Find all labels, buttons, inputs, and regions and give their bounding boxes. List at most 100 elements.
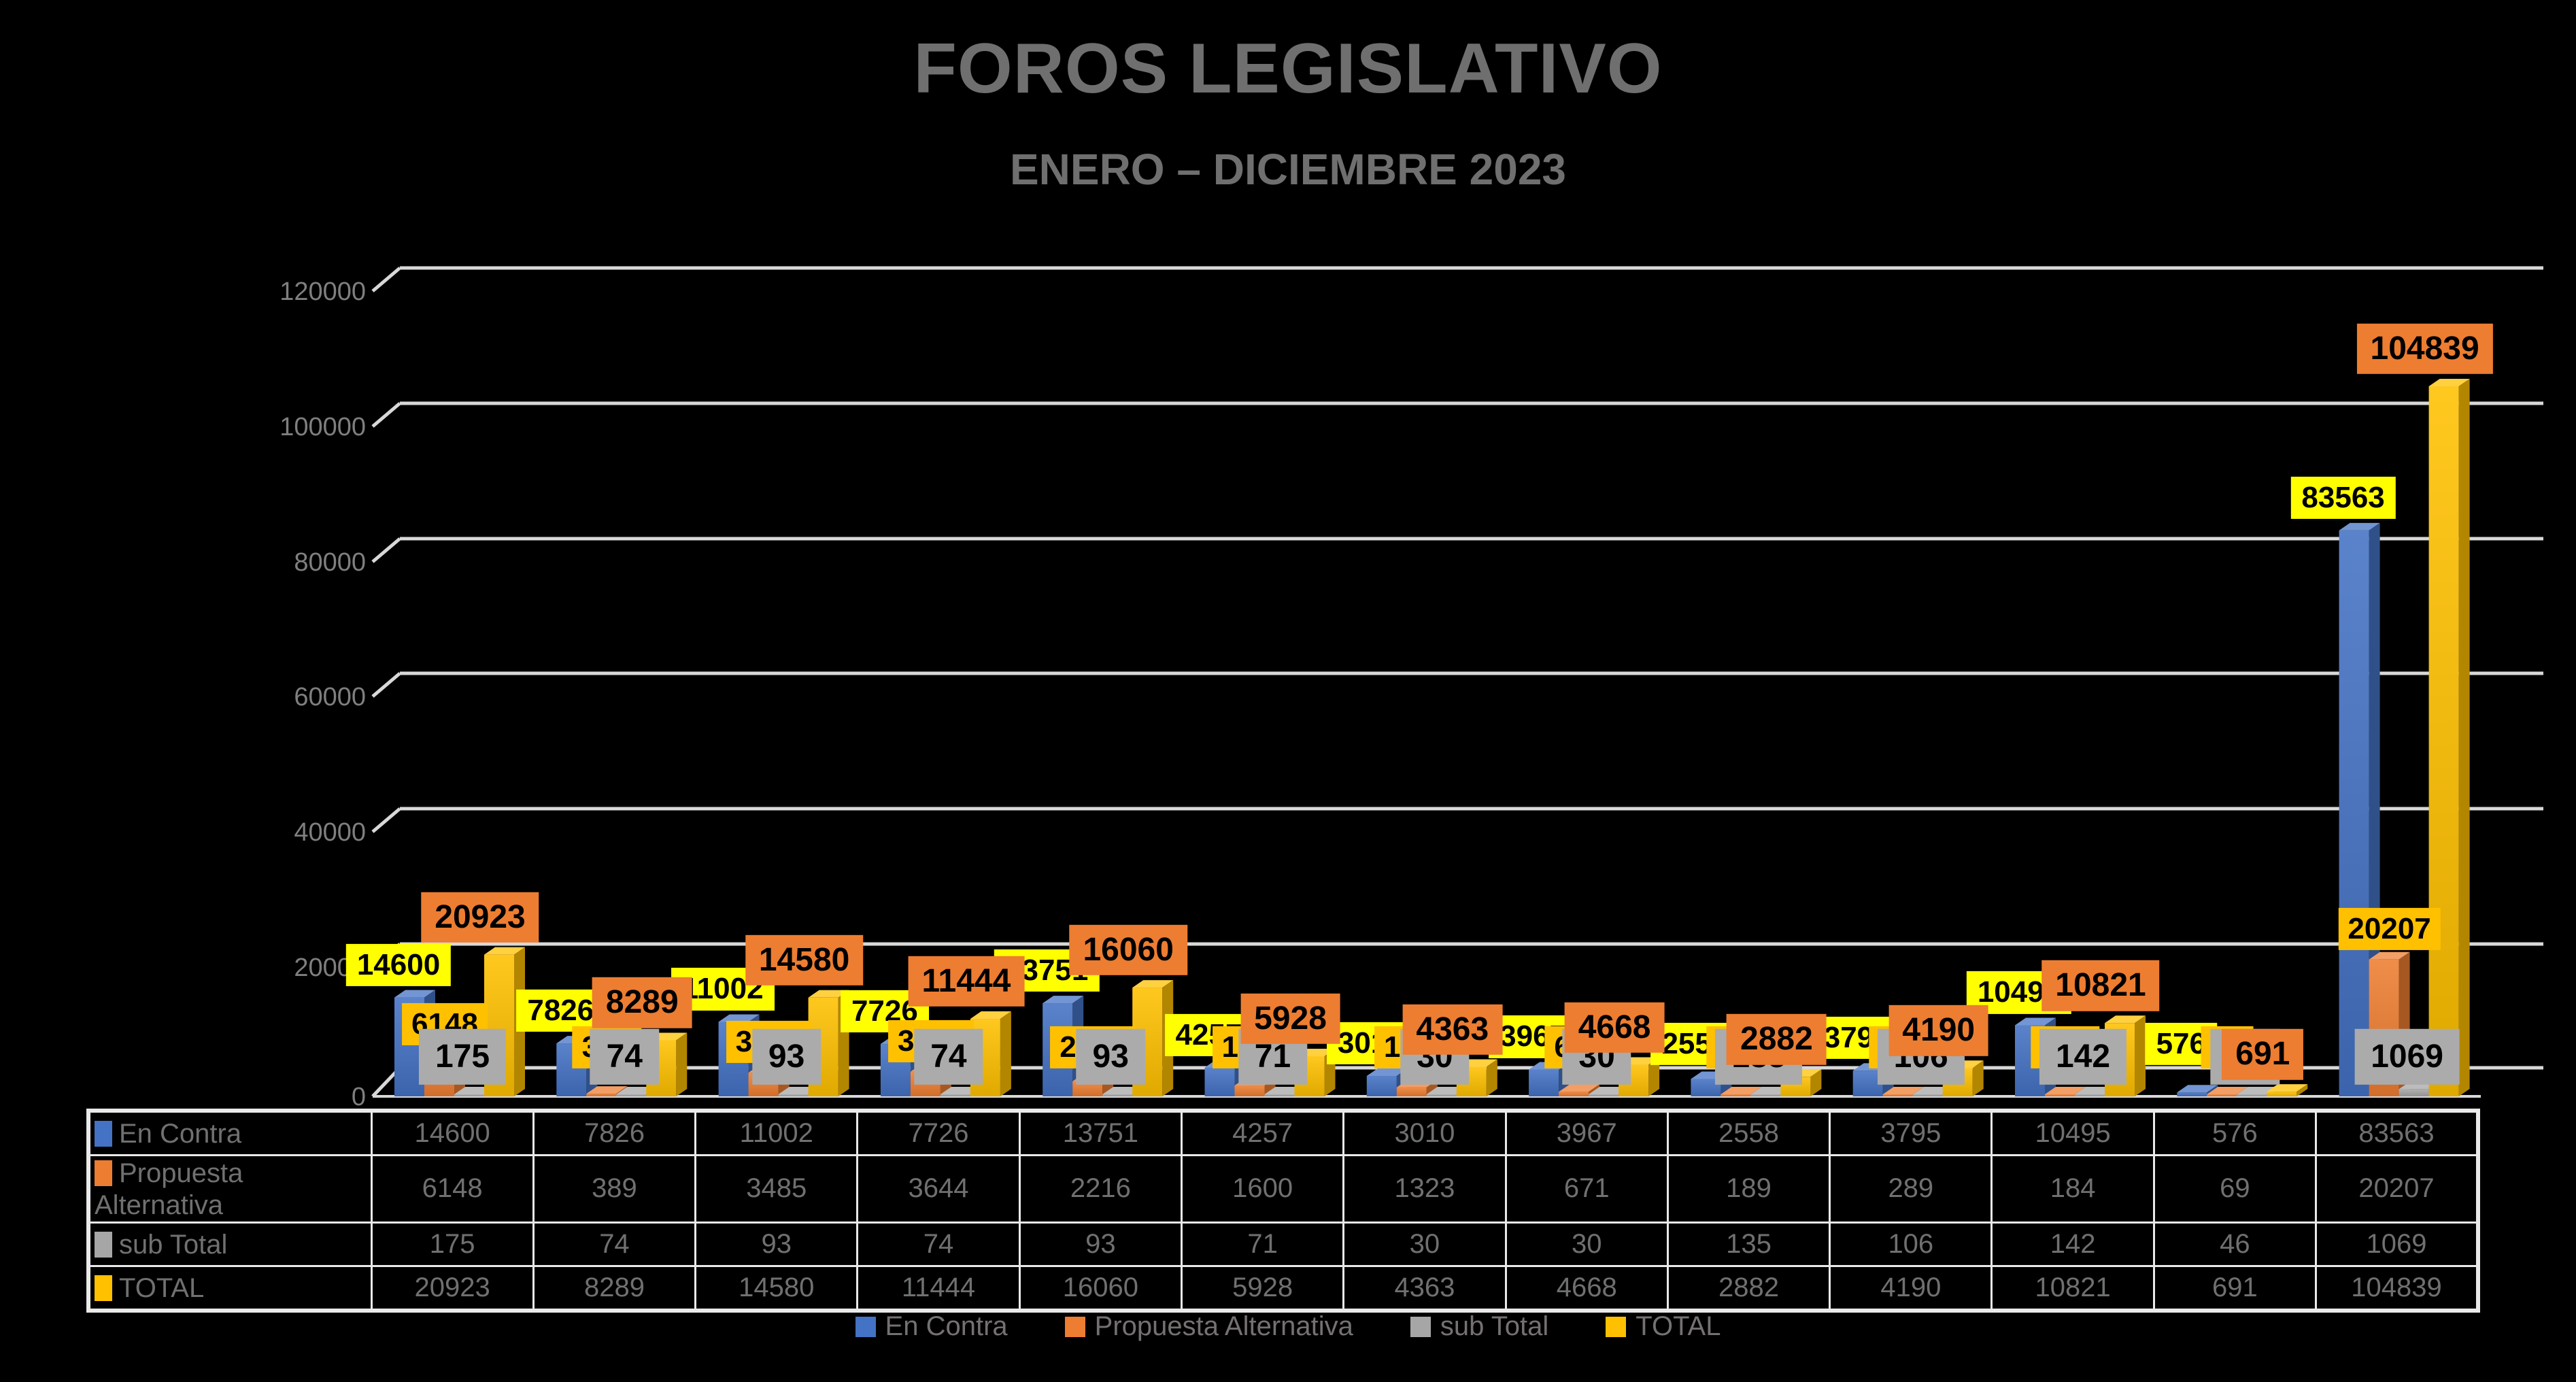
table-row-en-contra: En Contra 14600 7826 11002 7726 13751 4257 3010… (87, 1109, 2479, 1156)
table-series-name: En Contra (87, 1109, 373, 1156)
table-value-cell: 4257 (1180, 1109, 1345, 1156)
bar-total-10 (1942, 1060, 1984, 1096)
bar-group-9 (1691, 1069, 1822, 1096)
table-value-cell: 2882 (1666, 1264, 1831, 1312)
table-value-cell: 142 (1990, 1221, 2155, 1267)
table-value-cell: 1323 (1342, 1154, 1507, 1224)
bar-en-contra-2 (556, 1036, 598, 1096)
gridlines: 0 20000 40000 60000 80000 100000 120000 (279, 266, 2543, 1111)
table-value-cell: 46 (2152, 1221, 2318, 1267)
legend-label: Propuesta Alternativa (1094, 1311, 1353, 1341)
y-tick-label: 100000 (279, 413, 366, 441)
table-value-cell: 175 (370, 1221, 535, 1267)
legend-label: En Contra (885, 1311, 1008, 1341)
bar-propuesta-alternativa-1 (424, 1047, 465, 1096)
table-row-propuesta-alternativa: Propuesta Alternativa 6148 389 3485 3644 2216… (87, 1154, 2479, 1224)
bar-group-13 (2339, 378, 2470, 1096)
table-value-cell: 189 (1666, 1154, 1831, 1224)
table-value-cell: 4668 (1504, 1264, 1669, 1312)
bar-total-2 (646, 1032, 688, 1096)
table-value-cell: 2216 (1018, 1154, 1183, 1224)
table-value-cell: 389 (532, 1154, 697, 1224)
table-value-cell: 7826 (532, 1109, 697, 1156)
table-value-cell: 16060 (1018, 1264, 1183, 1312)
table-value-cell: 3644 (856, 1154, 1021, 1224)
legend-key-icon (95, 1275, 112, 1302)
chart-subtitle: ENERO – DICIEMBRE 2023 (1009, 145, 1567, 194)
bar-total-1 (484, 947, 525, 1096)
y-tick-label: 0 (352, 1083, 366, 1111)
table-value-cell: 71 (1180, 1221, 1345, 1267)
bar-total-12 (2267, 1084, 2308, 1096)
table-series-name: Propuesta Alternativa (87, 1154, 373, 1224)
table-value-cell: 6148 (370, 1154, 535, 1224)
table-value-cell: 13751 (1018, 1109, 1183, 1156)
bar-total-5 (1132, 980, 1174, 1096)
table-value-cell: 30 (1342, 1221, 1507, 1267)
bar-group-6 (1204, 1048, 1336, 1096)
bar-en-contra-13 (2339, 522, 2380, 1096)
legend-label: TOTAL (1636, 1311, 1721, 1341)
table-value-cell: 3967 (1504, 1109, 1669, 1156)
bar-group-1 (394, 947, 525, 1096)
bar-total-11 (2105, 1015, 2146, 1096)
bar-group-4 (880, 1011, 1011, 1096)
table-value-cell: 30 (1504, 1221, 1669, 1267)
data-table: En Contra 14600 7826 11002 7726 13751 4257 3010… (86, 1109, 2480, 1313)
legend-key-icon (95, 1121, 112, 1147)
legend-swatch-icon (1064, 1316, 1085, 1337)
table-value-cell: 2558 (1666, 1109, 1831, 1156)
bar-total-13 (2428, 378, 2470, 1096)
legend-key-icon (95, 1160, 112, 1187)
table-value-cell: 83563 (2315, 1109, 2479, 1156)
table-value-cell: 104839 (2315, 1264, 2479, 1312)
bar-group-10 (1852, 1060, 1984, 1096)
table-value-cell: 3010 (1342, 1109, 1507, 1156)
legend-swatch-icon (1410, 1316, 1431, 1337)
table-value-cell: 576 (2152, 1109, 2318, 1156)
table-value-cell: 1600 (1180, 1154, 1345, 1224)
bar-group-7 (1366, 1059, 1497, 1096)
table-series-name: sub Total (87, 1221, 373, 1267)
legend-label: sub Total (1440, 1311, 1549, 1341)
y-tick-label: 60000 (294, 683, 366, 711)
bar-group-12 (2177, 1084, 2308, 1096)
table-value-cell: 93 (694, 1221, 859, 1267)
table-value-cell: 671 (1504, 1154, 1669, 1224)
bar-total-6 (1294, 1048, 1336, 1096)
legend-swatch-icon (1606, 1316, 1627, 1337)
legend-item-en-contra: En Contra (855, 1311, 1008, 1342)
table-value-cell: 20923 (370, 1264, 535, 1312)
legend-item-propuesta-alternativa: Propuesta Alternativa (1064, 1311, 1353, 1342)
table-value-cell: 3795 (1829, 1109, 1993, 1156)
bar-total-3 (808, 990, 849, 1096)
table-value-cell: 5928 (1180, 1264, 1345, 1312)
bar-total-4 (970, 1011, 1011, 1096)
table-value-cell: 69 (2152, 1154, 2318, 1224)
table-value-cell: 4190 (1829, 1264, 1993, 1312)
table-value-cell: 289 (1829, 1154, 1993, 1224)
y-tick-label: 20000 (294, 954, 366, 982)
table-value-cell: 106 (1829, 1221, 1993, 1267)
table-series-name: TOTAL (87, 1264, 373, 1312)
table-value-cell: 93 (1018, 1221, 1183, 1267)
table-value-cell: 7726 (856, 1109, 1021, 1156)
legend-key-icon (95, 1232, 112, 1258)
table-value-cell: 3485 (694, 1154, 859, 1224)
chart-title: FOROS LEGISLATIVO (913, 29, 1663, 108)
bar-group-5 (1043, 980, 1174, 1096)
legend-swatch-icon (855, 1316, 876, 1337)
table-value-cell: 1069 (2315, 1221, 2479, 1267)
bar-group-3 (718, 990, 849, 1096)
table-value-cell: 8289 (532, 1264, 697, 1312)
table-row-sub-total: sub Total 175 74 93 74 93 71 30 30 135 106 142 46 106… (87, 1221, 2479, 1267)
bar-group-8 (1529, 1057, 1660, 1096)
table-row-total: TOTAL 20923 8289 14580 11444 16060 5928 4363 466… (87, 1264, 2479, 1312)
table-value-cell: 11002 (694, 1109, 859, 1156)
bar-total-8 (1619, 1057, 1660, 1096)
table-value-cell: 691 (2152, 1264, 2318, 1312)
bar-total-7 (1456, 1059, 1497, 1096)
y-tick-label: 40000 (294, 818, 366, 847)
y-tick-label: 120000 (279, 277, 366, 306)
